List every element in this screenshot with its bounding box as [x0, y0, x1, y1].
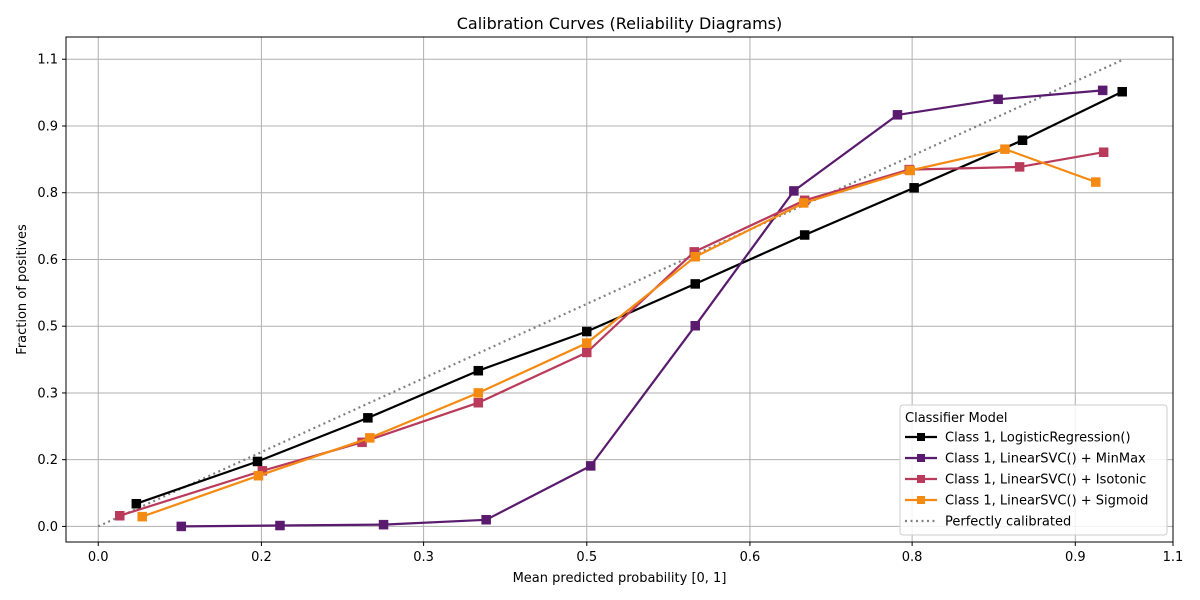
x-tick-label: 1.1	[1163, 550, 1184, 565]
data-point-class-1-linearsvc-minmax	[275, 520, 285, 531]
legend-label-perfectly-calibrated: Perfectly calibrated	[945, 515, 1071, 530]
data-point-class-1-logisticregression	[909, 183, 919, 193]
data-point-class-1-linearsvc-minmax	[993, 94, 1003, 105]
chart-title: Calibration Curves (Reliability Diagrams…	[457, 14, 783, 33]
data-point-class-1-linearsvc-sigmoid	[253, 470, 264, 481]
data-point-class-1-logisticregression	[690, 279, 700, 289]
y-tick-label: 1.1	[37, 53, 58, 68]
data-point-class-1-linearsvc-minmax	[481, 515, 491, 525]
legend-title: Classifier Model	[905, 411, 1008, 426]
x-tick-label: 0.6	[740, 550, 761, 565]
data-point-class-1-linearsvc-sigmoid	[137, 511, 147, 522]
data-point-class-1-linearsvc-minmax	[585, 461, 596, 471]
legend-marker-class-1-linearsvc-minmax	[917, 454, 925, 462]
data-point-class-1-linearsvc-isotonic	[1098, 147, 1109, 157]
legend-marker-class-1-linearsvc-isotonic	[917, 475, 925, 483]
y-tick-label: 0.9	[37, 119, 58, 134]
y-tick-label: 0.2	[37, 453, 58, 468]
y-tick-label: 0.6	[37, 253, 58, 268]
data-point-class-1-linearsvc-minmax	[378, 519, 389, 530]
data-point-class-1-linearsvc-sigmoid	[1000, 144, 1010, 154]
legend-label-class-1-linearsvc-minmax: Class 1, LinearSVC() + MinMax	[945, 452, 1146, 467]
legend-label-class-1-linearsvc-sigmoid: Class 1, LinearSVC() + Sigmoid	[945, 494, 1148, 509]
series-line-class-1-linearsvc-sigmoid	[141, 148, 1097, 518]
series-line-class-1-linearsvc-minmax	[181, 89, 1103, 528]
plot-area-frame	[65, 36, 1174, 543]
data-point-class-1-linearsvc-isotonic	[1014, 162, 1025, 172]
x-tick-label: 0.5	[576, 550, 597, 565]
data-point-class-1-linearsvc-minmax	[176, 521, 187, 532]
x-tick-label: 0.2	[251, 550, 272, 565]
data-point-class-1-linearsvc-minmax	[690, 321, 700, 331]
data-point-class-1-logisticregression	[473, 365, 484, 376]
data-point-class-1-logisticregression	[1017, 135, 1028, 145]
series-layer	[97, 58, 1127, 532]
axis-ticks: 0.0 0.2 0.3 0.5 0.6 0.8 0.9 1.1 0.0 0.2 0.3 0.5 0.6 0…	[37, 53, 1183, 565]
data-point-class-1-logisticregression	[252, 456, 263, 467]
legend-box	[899, 404, 1168, 536]
data-point-class-1-linearsvc-minmax	[789, 186, 799, 196]
data-point-class-1-linearsvc-sigmoid	[365, 433, 375, 443]
series-line-class-1-logisticregression	[135, 90, 1123, 505]
legend-items: Class 1, LogisticRegression() Class 1, Li…	[905, 431, 1148, 530]
legend-marker-class-1-linearsvc-sigmoid	[917, 496, 925, 504]
data-point-class-1-logisticregression	[131, 498, 142, 509]
data-point-class-1-logisticregression	[582, 326, 592, 337]
data-point-class-1-linearsvc-minmax	[892, 110, 903, 120]
legend: Classifier Model Class 1, LogisticRegres…	[899, 404, 1168, 536]
x-tick-label: 0.3	[413, 550, 434, 565]
legend-marker-class-1-logisticregression	[917, 433, 925, 441]
data-point-class-1-linearsvc-sigmoid	[582, 338, 592, 348]
data-point-class-1-linearsvc-sigmoid	[690, 252, 700, 262]
y-tick-label: 0.8	[37, 186, 58, 201]
data-point-class-1-logisticregression	[799, 230, 810, 240]
data-point-class-1-logisticregression	[363, 413, 373, 423]
data-point-class-1-linearsvc-sigmoid	[473, 388, 484, 398]
x-axis-title: Mean predicted probability [0, 1]	[513, 571, 727, 586]
data-point-class-1-linearsvc-sigmoid	[798, 198, 809, 208]
data-point-class-1-linearsvc-minmax	[1097, 85, 1108, 96]
data-point-class-1-linearsvc-isotonic	[582, 347, 592, 358]
x-tick-label: 0.8	[902, 550, 923, 565]
x-tick-label: 0.0	[88, 550, 109, 565]
data-point-class-1-linearsvc-sigmoid	[905, 165, 915, 176]
data-point-class-1-linearsvc-sigmoid	[1091, 177, 1101, 187]
data-point-class-1-linearsvc-isotonic	[114, 510, 125, 521]
x-tick-label: 0.9	[1065, 550, 1086, 565]
y-tick-label: 0.0	[37, 520, 58, 535]
legend-label-class-1-logisticregression: Class 1, LogisticRegression()	[945, 431, 1131, 446]
y-tick-label: 0.3	[37, 386, 58, 401]
y-tick-label: 0.5	[37, 320, 58, 335]
y-axis-title: Fraction of positives	[15, 224, 30, 355]
data-point-class-1-linearsvc-isotonic	[473, 397, 484, 408]
legend-label-class-1-linearsvc-isotonic: Class 1, LinearSVC() + Isotonic	[945, 473, 1146, 488]
data-point-class-1-logisticregression	[1117, 86, 1127, 97]
series-line-perfectly-calibrated	[97, 58, 1125, 528]
